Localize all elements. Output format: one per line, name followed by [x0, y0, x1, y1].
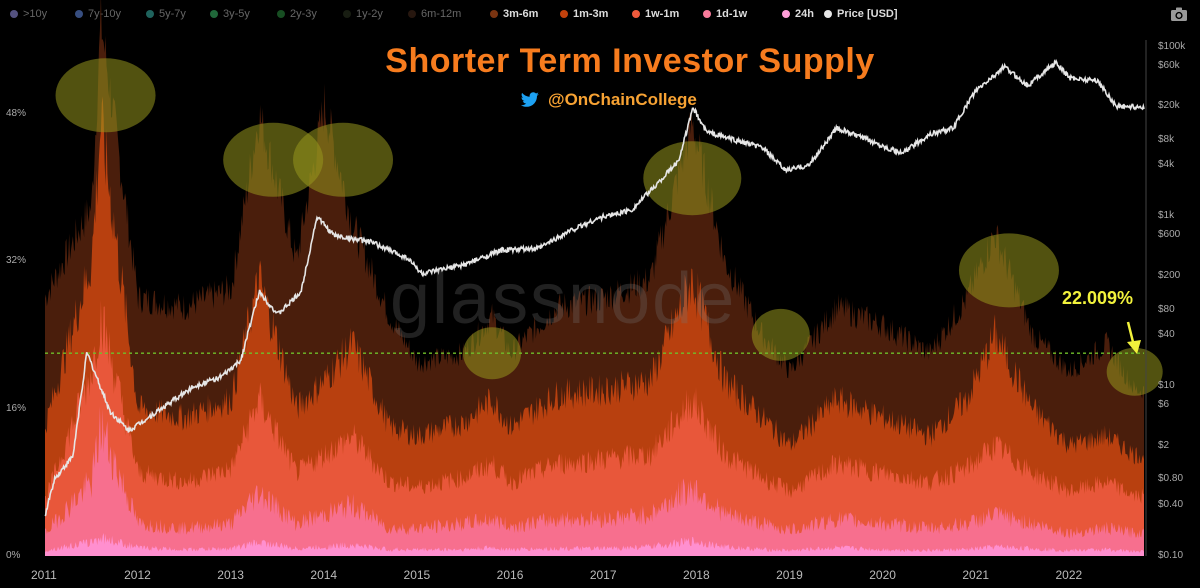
highlight-ellipse: [223, 122, 324, 197]
highlight-ellipse: [463, 327, 522, 380]
price-axis-tick-label: $100k: [1158, 40, 1186, 52]
price-axis-tick-label: $80: [1158, 303, 1175, 315]
legend-dot-icon: [703, 10, 711, 18]
x-axis-tick-label: 2019: [776, 568, 803, 582]
legend-label: 3m-6m: [503, 8, 539, 20]
camera-icon[interactable]: [1170, 6, 1188, 22]
legend-label: 7y-10y: [88, 8, 122, 20]
legend-item[interactable]: 3y-5y: [210, 8, 250, 20]
price-axis-tick-label: $0.40: [1158, 498, 1184, 510]
y-axis-tick-label: 16%: [6, 402, 27, 414]
area-series-1w1m: [45, 300, 1144, 556]
x-axis-tick-label: 2013: [217, 568, 244, 582]
price-axis-tick-label: $6: [1158, 399, 1170, 411]
legend-dot-icon: [343, 10, 351, 18]
legend-dot-icon: [632, 10, 640, 18]
legend-label: >10y: [23, 8, 48, 20]
x-axis-tick-label: 2021: [962, 568, 990, 582]
legend-label: Price [USD]: [837, 8, 898, 20]
price-axis-tick-label: $8k: [1158, 133, 1175, 145]
twitter-handle[interactable]: @OnChainCollege: [520, 90, 697, 110]
highlight-ellipse: [1106, 347, 1163, 396]
legend-item[interactable]: 2y-3y: [277, 8, 317, 20]
y-axis-tick-label: 48%: [6, 107, 27, 119]
legend-item[interactable]: 6m-12m: [408, 8, 461, 20]
price-line: [44, 58, 1145, 517]
legend-label: 1d-1w: [716, 8, 748, 20]
price-axis-tick-label: $600: [1158, 229, 1181, 241]
legend-label: 3y-5y: [223, 8, 250, 20]
price-axis-tick-label: $2: [1158, 439, 1170, 451]
legend-label: 2y-3y: [290, 8, 317, 20]
chart-title: Shorter Term Investor Supply: [385, 42, 875, 80]
price-axis-tick-label: $4k: [1158, 159, 1175, 171]
legend-item[interactable]: 1d-1w: [703, 8, 747, 20]
price-axis-tick-label: $0.10: [1158, 550, 1184, 561]
arrow-icon: [1126, 321, 1141, 354]
legend-dot-icon: [560, 10, 568, 18]
area-series-24h: [45, 533, 1144, 556]
legend-label: 5y-7y: [159, 8, 186, 20]
legend-label: 1y-2y: [356, 8, 383, 20]
legend-item[interactable]: 24h: [782, 8, 814, 20]
legend-dot-icon: [782, 10, 790, 18]
y-axis-tick-label: 32%: [6, 255, 27, 267]
legend-label: 1m-3m: [573, 8, 609, 20]
x-axis-tick-label: 2011: [31, 568, 57, 582]
price-axis-tick-label: $0.80: [1158, 473, 1184, 485]
highlight-ellipse: [751, 308, 810, 361]
x-axis-tick-label: 2020: [869, 568, 896, 582]
x-axis-tick-label: 2018: [682, 568, 710, 582]
legend-label: 6m-12m: [421, 8, 462, 20]
twitter-handle-text: @OnChainCollege: [548, 90, 697, 109]
price-axis-tick-label: $20k: [1158, 100, 1180, 112]
x-axis-tick-label: 2022: [1055, 568, 1083, 582]
legend-item[interactable]: 3m-6m: [490, 8, 538, 20]
price-axis-tick-label: $200: [1158, 269, 1181, 281]
x-axis-tick-label: 2016: [496, 568, 524, 582]
legend-item[interactable]: 1w-1m: [632, 8, 679, 20]
legend-item[interactable]: 5y-7y: [146, 8, 186, 20]
price-axis-tick-label: $10: [1158, 380, 1175, 392]
price-axis-tick-label: $1k: [1158, 210, 1175, 222]
highlight-ellipse: [958, 233, 1059, 308]
x-axis-tick-label: 2017: [589, 568, 617, 582]
legend-dot-icon: [75, 10, 83, 18]
highlight-ellipse: [643, 141, 742, 216]
highlight-ellipse: [55, 58, 156, 133]
area-series-1m3m: [45, 96, 1144, 557]
legend-dot-icon: [146, 10, 154, 18]
highlight-ellipse: [293, 122, 394, 197]
legend-item[interactable]: >10y: [10, 8, 47, 20]
legend-dot-icon: [824, 10, 832, 18]
twitter-bird-icon: [520, 92, 539, 107]
x-axis-tick-label: 2015: [403, 568, 431, 582]
x-axis-tick-label: 2012: [124, 568, 151, 582]
legend-item[interactable]: 1m-3m: [560, 8, 608, 20]
legend-item[interactable]: 7y-10y: [75, 8, 121, 20]
legend-dot-icon: [408, 10, 416, 18]
price-axis-tick-label: $40: [1158, 329, 1175, 341]
x-axis-tick-label: 2014: [310, 568, 338, 582]
legend-label: 1w-1m: [645, 8, 680, 20]
legend: >10y 7y-10y 5y-7y 3y-5y 2y-3y 1y-2y 6m-12m 3m-6…: [0, 0, 1200, 30]
legend-label: 24h: [795, 8, 814, 20]
area-series-1d1w: [45, 406, 1144, 556]
legend-dot-icon: [277, 10, 285, 18]
legend-dot-icon: [490, 10, 498, 18]
callout-value: 22.009%: [1062, 288, 1134, 308]
y-axis-tick-label: 0%: [6, 550, 21, 561]
price-axis-tick-label: $60k: [1158, 59, 1180, 71]
watermark: glassnode: [390, 259, 737, 339]
legend-item[interactable]: Price [USD]: [824, 8, 898, 20]
legend-item[interactable]: 1y-2y: [343, 8, 383, 20]
legend-dot-icon: [210, 10, 218, 18]
legend-dot-icon: [10, 10, 18, 18]
